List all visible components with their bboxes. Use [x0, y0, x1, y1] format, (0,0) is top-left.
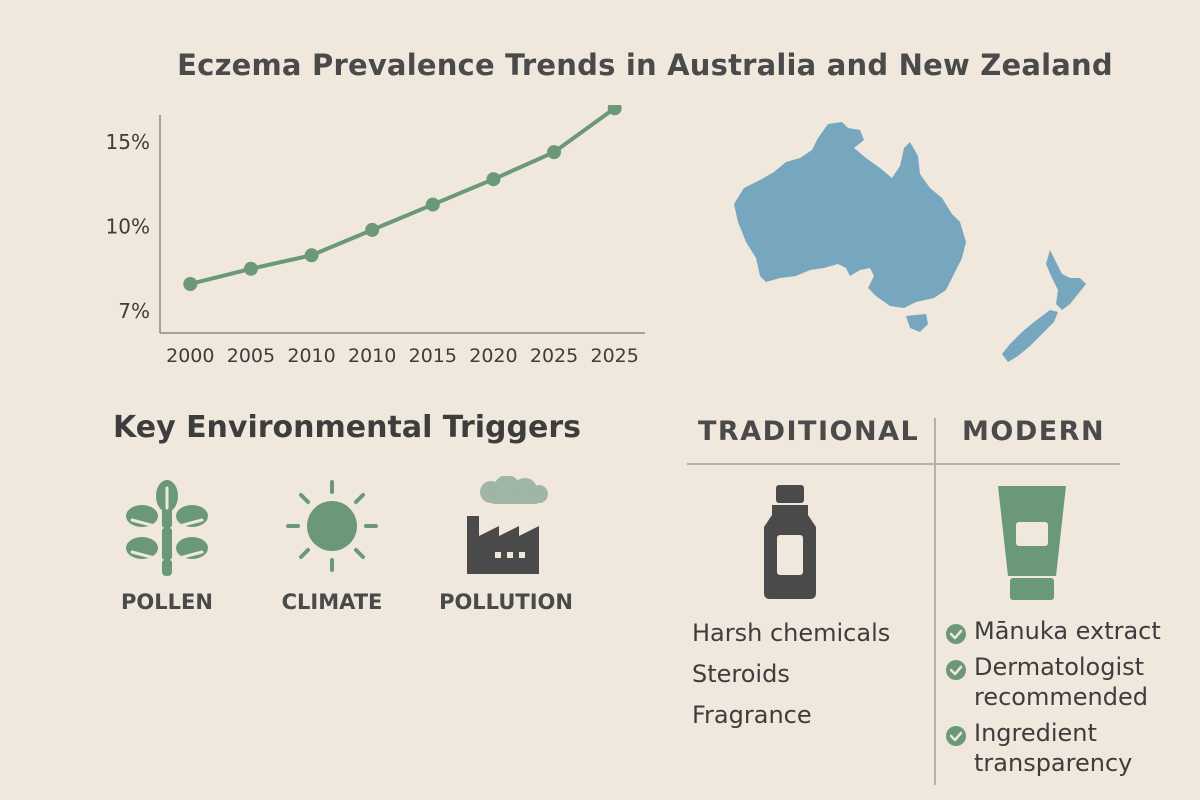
traditional-heading: TRADITIONAL — [698, 416, 920, 447]
tasmania-shape — [906, 314, 928, 332]
check-circle-icon — [946, 624, 966, 644]
modern-heading: MODERN — [962, 416, 1106, 447]
data-point — [425, 197, 440, 212]
traditional-item: Harsh chemicals — [692, 619, 891, 647]
trigger-label-climate: CLIMATE — [281, 590, 383, 614]
trigger-label-pollen: POLLEN — [121, 590, 213, 614]
traditional-list: Harsh chemicals Steroids Fragrance — [692, 616, 890, 739]
plant-icon — [126, 480, 208, 576]
table-divider-horizontal — [687, 463, 1120, 465]
x-tick-label: 2025 — [591, 345, 639, 367]
data-point — [304, 248, 319, 263]
traditional-item: Steroids — [692, 660, 790, 688]
modern-item-text: Mānuka extract — [974, 617, 1161, 645]
data-point — [243, 261, 258, 276]
data-point — [486, 172, 501, 187]
data-point — [607, 105, 622, 116]
modern-item: Dermatologist recommended — [946, 652, 1196, 712]
modern-list: Mānuka extract Dermatologist recommended… — [946, 616, 1196, 784]
series-line — [188, 106, 617, 286]
table-divider-vertical — [934, 418, 936, 785]
sun-icon — [286, 480, 378, 572]
factory-icon — [467, 476, 548, 574]
y-tick-label: 10% — [106, 215, 150, 239]
trigger-label-pollution: POLLUTION — [439, 590, 573, 614]
x-tick-label: 2010 — [348, 345, 396, 367]
modern-item-text: Dermatologist recommended — [974, 653, 1148, 711]
y-tick-label: 7% — [118, 299, 150, 323]
tube-icon — [998, 486, 1066, 600]
data-point — [365, 222, 380, 237]
nz-south-island-shape — [1002, 310, 1058, 362]
trigger-climate: CLIMATE — [247, 476, 417, 614]
x-tick-label: 2025 — [530, 345, 578, 367]
australia-shape — [734, 122, 966, 308]
australia-nz-map — [734, 122, 1086, 362]
check-circle-icon — [946, 726, 966, 746]
modern-item: Mānuka extract — [946, 616, 1196, 646]
nz-north-island-shape — [1046, 250, 1086, 310]
prevalence-line-chart: 15% 10% 7% 2000 2005 2010 2010 2015 2020 2025 202… — [106, 105, 645, 367]
modern-item: Ingredient transparency — [946, 718, 1196, 778]
trigger-pollen: POLLEN — [82, 476, 252, 614]
data-point — [183, 276, 198, 291]
data-point — [547, 145, 562, 160]
triggers-heading: Key Environmental Triggers — [113, 410, 581, 445]
bottle-icon — [764, 485, 816, 599]
page-title: Eczema Prevalence Trends in Australia an… — [177, 48, 1113, 82]
trigger-pollution: POLLUTION — [421, 476, 591, 614]
x-tick-label: 2010 — [287, 345, 335, 367]
check-circle-icon — [946, 660, 966, 680]
y-tick-label: 15% — [106, 130, 150, 154]
x-tick-label: 2000 — [166, 345, 214, 367]
x-tick-label: 2020 — [469, 345, 517, 367]
x-tick-label: 2005 — [227, 345, 275, 367]
traditional-item: Fragrance — [692, 701, 812, 729]
modern-item-text: Ingredient transparency — [974, 719, 1133, 777]
x-tick-label: 2015 — [409, 345, 457, 367]
